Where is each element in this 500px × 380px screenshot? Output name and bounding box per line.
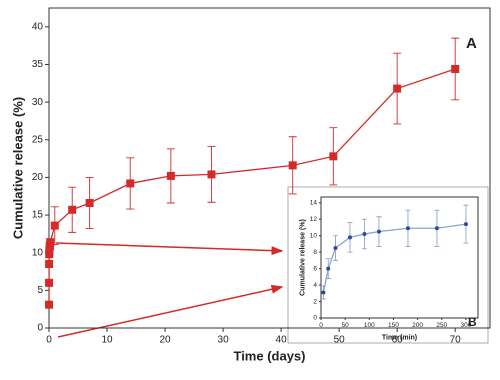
x-tick-label: 30 <box>218 335 230 346</box>
arrow <box>57 284 284 338</box>
y-tick-label: 25 <box>32 134 44 145</box>
x-tick-label: 70 <box>450 335 462 346</box>
marker <box>405 226 410 231</box>
arrow <box>55 242 284 256</box>
marker <box>45 300 54 309</box>
x-tick-label: 200 <box>412 322 423 329</box>
marker <box>46 238 55 247</box>
y-tick-label: 2 <box>313 298 317 305</box>
inset-frame <box>287 186 489 344</box>
marker <box>45 278 54 287</box>
x-axis-title: Time (min) <box>382 334 417 341</box>
marker <box>45 260 54 268</box>
plot-frame <box>320 196 479 319</box>
y-tick-label: 4 <box>313 282 317 289</box>
marker <box>329 152 338 161</box>
marker <box>326 266 331 271</box>
y-axis-title: Cumulative release (%) <box>299 219 306 296</box>
y-tick-label: 5 <box>37 285 43 296</box>
marker <box>85 199 94 208</box>
y-tick-label: 14 <box>310 199 318 206</box>
x-tick-label: 150 <box>388 322 399 329</box>
marker <box>393 84 402 93</box>
x-tick-label: 10 <box>101 335 113 346</box>
y-tick-label: 0 <box>313 315 317 322</box>
x-tick-label: 100 <box>364 322 375 329</box>
marker <box>166 171 175 180</box>
marker <box>451 64 460 73</box>
y-tick-label: 30 <box>32 97 44 108</box>
x-tick-label: 60 <box>392 335 404 346</box>
marker <box>347 235 352 240</box>
y-tick-label: 20 <box>32 172 44 183</box>
marker <box>288 161 297 170</box>
marker <box>126 179 135 188</box>
y-tick-label: 10 <box>32 247 44 258</box>
x-tick-label: 40 <box>276 335 288 346</box>
y-tick-label: 35 <box>32 59 44 70</box>
y-tick-label: 10 <box>310 232 318 239</box>
marker <box>207 170 216 179</box>
y-tick-label: 12 <box>310 216 318 223</box>
x-tick-label: 300 <box>460 322 471 329</box>
marker <box>463 222 468 227</box>
y-tick-label: 40 <box>32 21 44 32</box>
x-tick-label: 0 <box>319 322 323 329</box>
x-tick-label: 0 <box>46 335 52 346</box>
y-tick-label: 15 <box>32 210 44 221</box>
marker <box>50 221 59 230</box>
x-tick-label: 250 <box>436 322 447 329</box>
marker <box>376 229 381 234</box>
marker <box>362 232 367 237</box>
x-tick-label: 50 <box>334 335 346 346</box>
marker <box>68 205 77 214</box>
annotation: B <box>468 315 477 329</box>
y-tick-label: 6 <box>313 265 317 272</box>
y-tick-label: 8 <box>313 249 317 256</box>
marker <box>434 226 439 231</box>
marker <box>333 246 338 251</box>
x-tick-label: 50 <box>342 322 350 329</box>
plot-frame <box>48 7 491 329</box>
x-axis-title: Time (days) <box>233 348 305 363</box>
y-axis-title: Cumulative release (%) <box>11 97 26 239</box>
x-tick-label: 20 <box>159 335 171 346</box>
marker <box>321 290 326 295</box>
y-tick-label: 0 <box>37 323 43 334</box>
annotation: A <box>466 35 477 52</box>
